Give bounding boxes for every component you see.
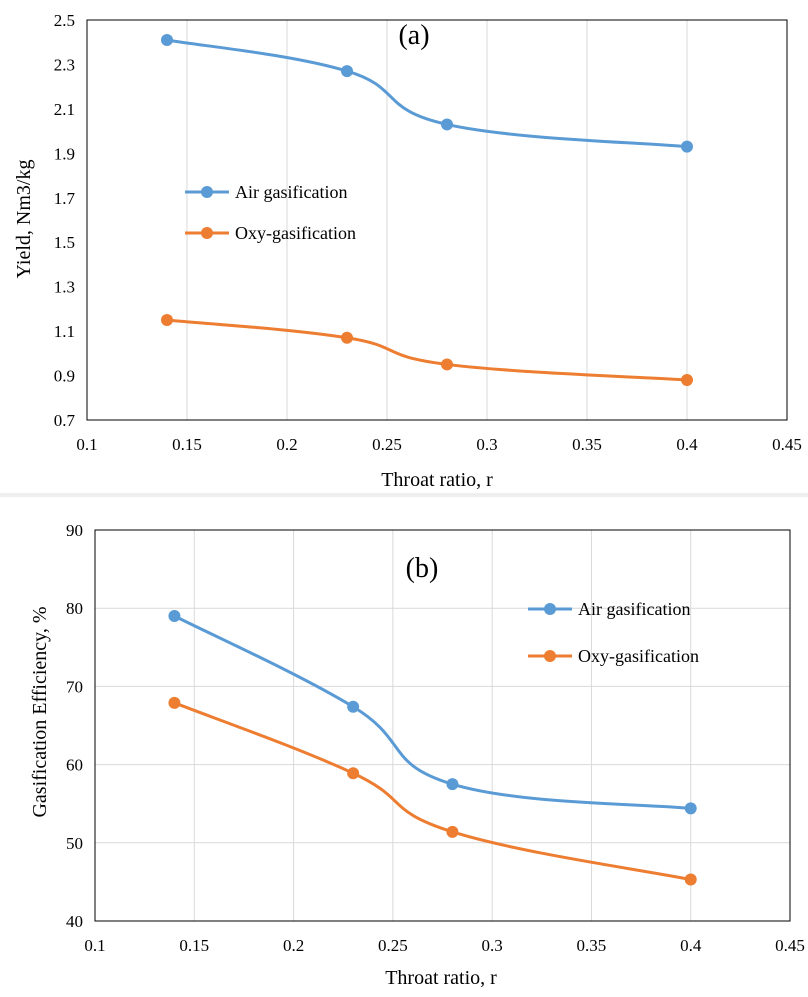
chart-b-legend-marker — [544, 650, 556, 662]
chart-b-y-tick-label: 60 — [66, 756, 83, 775]
chart-b-data-point — [446, 825, 459, 838]
chart-b-x-tick-label: 0.15 — [179, 936, 209, 955]
chart-a-axes: 0.1 0.15 0.2 0.25 0.3 0.35 0.4 0.45 0.7 0.9 1.1 1.3… — [54, 11, 802, 454]
chart-b-y-tick-label: 50 — [66, 834, 83, 853]
chart-a-y-tick-label: 1.7 — [54, 189, 76, 208]
chart-b-axes: 0.1 0.15 0.2 0.25 0.3 0.35 0.4 0.45 40 50 60 70 80 90 — [66, 521, 805, 955]
chart-b-series — [168, 610, 697, 886]
chart-b-panel-label: (b) — [406, 553, 439, 584]
chart-panel-b: 0.1 0.15 0.2 0.25 0.3 0.35 0.4 0.45 40 50 60 70 80 90… — [0, 497, 808, 992]
chart-a-data-point — [681, 140, 693, 153]
chart-b-data-point — [168, 610, 181, 623]
chart-a-x-axis-title: Throat ratio, r — [381, 469, 493, 491]
chart-a-data-point — [341, 65, 353, 78]
chart-a-plot-area — [86, 19, 788, 421]
chart-a-y-tick-label: 1.3 — [54, 278, 75, 297]
chart-a-x-tick-label: 0.25 — [372, 435, 402, 454]
chart-b-x-tick-label: 0.45 — [775, 936, 805, 955]
chart-a-y-tick-label: 2.5 — [54, 11, 75, 30]
chart-a-y-tick-label: 2.1 — [54, 100, 75, 119]
chart-b-legend-marker — [544, 603, 556, 615]
chart-b-legend: Air gasification Oxy-gasification — [528, 599, 699, 666]
chart-a-legend-marker — [201, 186, 213, 198]
chart-a-svg: 0.1 0.15 0.2 0.25 0.3 0.35 0.4 0.45 0.7 0.9 1.1 1.3… — [13, 11, 802, 491]
chart-b-legend-label: Oxy-gasification — [578, 646, 699, 666]
chart-b-plot-area — [94, 529, 791, 922]
chart-b-data-point — [347, 700, 360, 713]
chart-a-panel-label: (a) — [398, 20, 429, 51]
chart-a-data-point — [441, 358, 453, 371]
chart-a-legend-label: Oxy-gasification — [235, 223, 356, 243]
chart-panel-a: 0.1 0.15 0.2 0.25 0.3 0.35 0.4 0.45 0.7 0.9 1.1 1.3… — [0, 0, 808, 493]
chart-a-data-point — [341, 331, 353, 344]
chart-a-y-tick-label: 2.3 — [54, 55, 75, 74]
chart-a-legend-marker — [201, 227, 213, 239]
chart-b-series-line — [173, 701, 692, 882]
chart-a-series-line — [166, 38, 688, 149]
chart-b-data-point — [684, 873, 697, 886]
chart-a-data-point — [161, 314, 173, 326]
chart-a-y-tick-label: 1.9 — [54, 144, 75, 163]
chart-a-data-point — [161, 34, 173, 46]
chart-a-y-axis-title: Yield, Nm3/kg — [13, 160, 35, 279]
chart-a-x-tick-label: 0.45 — [772, 435, 802, 454]
chart-b-x-axis-title: Throat ratio, r — [385, 967, 497, 989]
chart-a-gridlines — [186, 20, 788, 420]
chart-b-y-tick-label: 80 — [66, 599, 83, 618]
chart-b-svg: 0.1 0.15 0.2 0.25 0.3 0.35 0.4 0.45 40 50 60 70 80 90… — [29, 521, 805, 989]
chart-a-y-tick-label: 0.9 — [54, 367, 75, 386]
chart-b-y-axis-title: Gasification Efficiency, % — [29, 606, 51, 817]
chart-a-x-tick-label: 0.15 — [172, 435, 202, 454]
chart-b-series-line — [173, 614, 691, 810]
chart-a-legend-label: Air gasification — [235, 182, 347, 202]
chart-a-x-tick-label: 0.35 — [572, 435, 602, 454]
panel-divider — [0, 493, 808, 497]
chart-a-x-tick-label: 0.2 — [276, 435, 297, 454]
chart-b-data-point — [446, 778, 459, 791]
chart-b-data-point — [684, 802, 697, 815]
chart-a-x-tick-label: 0.1 — [76, 435, 97, 454]
chart-b-x-tick-label: 0.4 — [680, 936, 702, 955]
chart-b-y-tick-label: 40 — [66, 912, 83, 931]
chart-b-x-tick-label: 0.25 — [378, 936, 408, 955]
chart-b-x-tick-label: 0.2 — [283, 936, 304, 955]
chart-a-y-tick-label: 1.5 — [54, 233, 75, 252]
chart-b-x-tick-label: 0.1 — [84, 936, 105, 955]
chart-b-legend-label: Air gasification — [578, 599, 690, 619]
chart-a-data-point — [681, 374, 693, 386]
chart-a-y-tick-label: 0.7 — [54, 411, 76, 430]
chart-b-gridlines — [95, 529, 791, 921]
chart-a-x-tick-label: 0.3 — [476, 435, 497, 454]
chart-a-series — [161, 34, 693, 386]
chart-a-y-tick-label: 1.1 — [54, 322, 75, 341]
chart-b-y-tick-label: 70 — [66, 677, 83, 696]
chart-b-data-point — [168, 696, 181, 709]
chart-a-legend: Air gasification Oxy-gasification — [185, 182, 356, 243]
chart-a-series-line — [166, 318, 688, 382]
chart-b-x-tick-label: 0.3 — [482, 936, 503, 955]
chart-b-x-tick-label: 0.35 — [577, 936, 607, 955]
chart-a-x-tick-label: 0.4 — [676, 435, 698, 454]
chart-b-y-tick-label: 90 — [66, 521, 83, 540]
chart-a-data-point — [441, 118, 453, 131]
chart-b-data-point — [347, 767, 360, 780]
